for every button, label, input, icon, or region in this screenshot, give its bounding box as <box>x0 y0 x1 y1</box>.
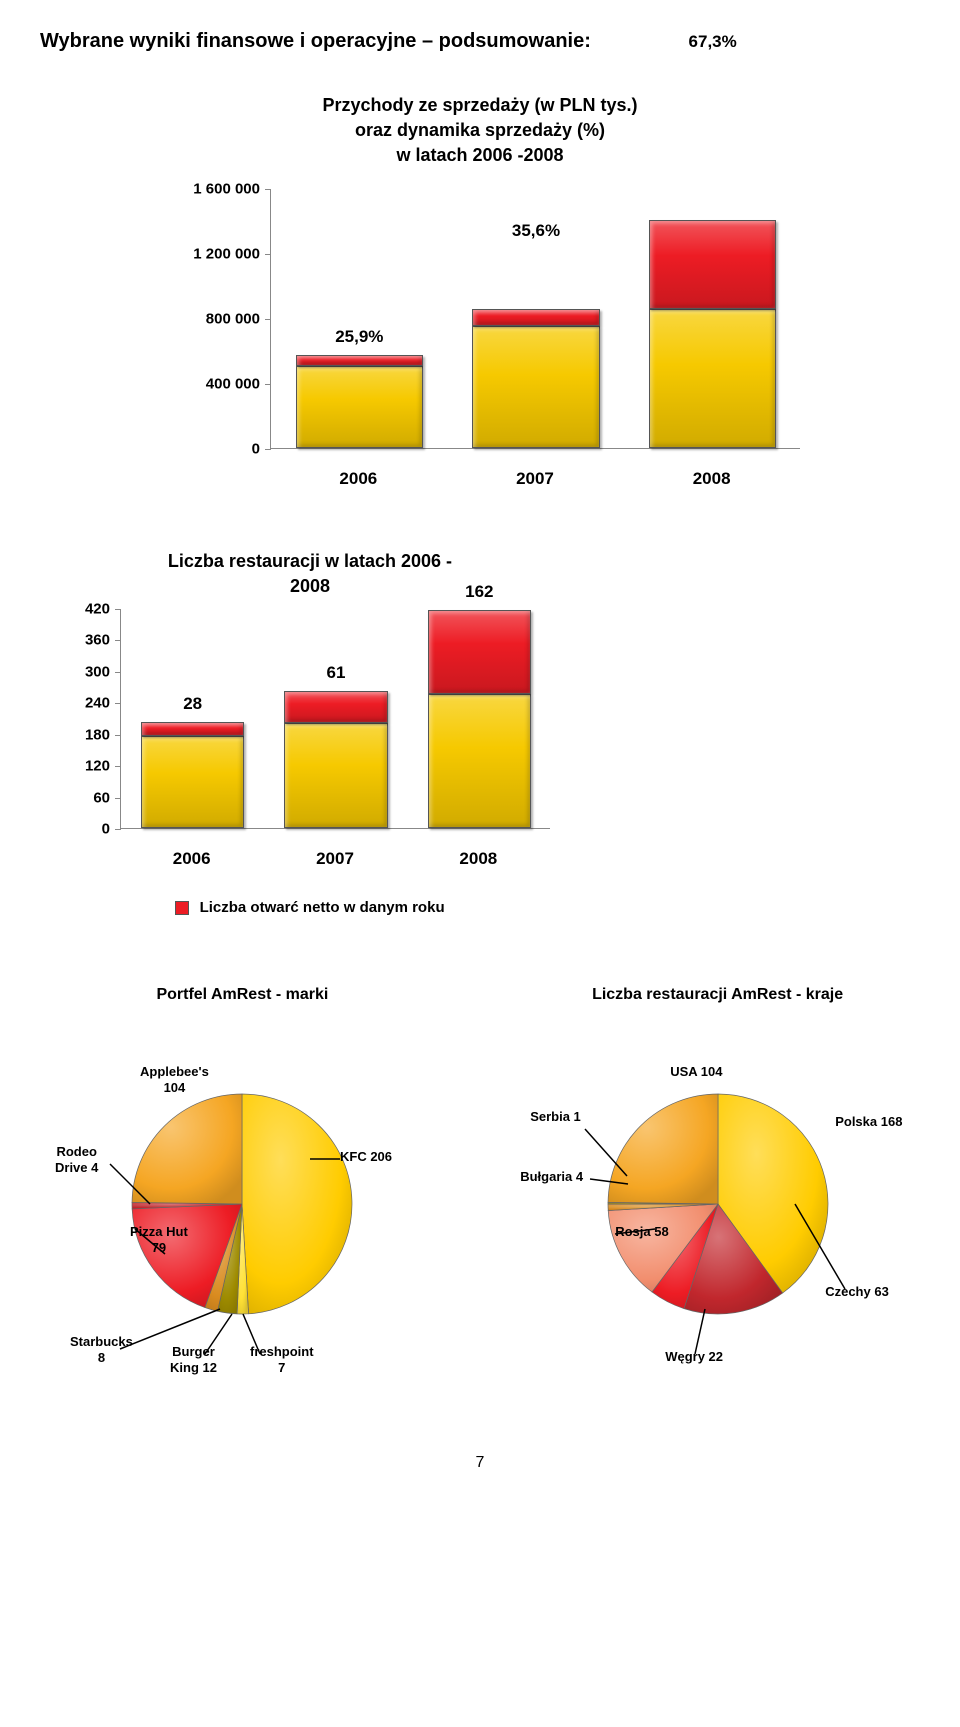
bar-segment-yellow <box>141 736 244 828</box>
pie-chart <box>518 1054 918 1354</box>
bar-segment-yellow <box>472 326 599 448</box>
x-tick-label: 2007 <box>447 469 624 489</box>
pie-slice-label: Polska 168 <box>835 1114 902 1130</box>
pie2-title: Liczba restauracji AmRest - kraje <box>515 986 920 1004</box>
chart1-plot: 0400 000800 0001 200 0001 600 00025,9%35… <box>150 189 810 469</box>
y-tick-label: 60 <box>93 789 110 806</box>
bar-segment-yellow <box>649 309 776 447</box>
pie1-title: Portfel AmRest - marki <box>40 986 445 1004</box>
bar-segment-yellow <box>428 694 531 828</box>
pie-slice-label: freshpoint7 <box>250 1344 314 1375</box>
y-tick-label: 0 <box>252 440 260 457</box>
pie-slice-label: RodeoDrive 4 <box>55 1144 98 1175</box>
pie-slice <box>242 1094 352 1314</box>
bar-segment-red <box>472 309 599 325</box>
y-tick-label: 420 <box>85 600 110 617</box>
y-tick-label: 0 <box>102 820 110 837</box>
bar-value-label: 162 <box>465 582 493 602</box>
y-tick-label: 240 <box>85 695 110 712</box>
bar-segment-yellow <box>284 723 387 828</box>
bar-segment-red <box>296 355 423 366</box>
y-tick-label: 1 600 000 <box>193 180 260 197</box>
bar-value-label: 67,3% <box>689 32 737 52</box>
y-tick-label: 400 000 <box>206 375 260 392</box>
y-tick-label: 360 <box>85 632 110 649</box>
chart1-x-labels: 200620072008 <box>270 469 800 489</box>
page-title: Wybrane wyniki finansowe i operacyjne – … <box>40 30 920 53</box>
x-tick-label: 2008 <box>407 849 550 869</box>
pie-slice-label: Applebee's104 <box>140 1064 209 1095</box>
pie-slice-label: Starbucks8 <box>70 1334 133 1365</box>
bar-value-label: 28 <box>183 694 202 714</box>
chart2-plot: 0601201802403003604202861162 <box>60 609 560 849</box>
pie-slice-label: Pizza Hut79 <box>130 1224 188 1255</box>
y-tick-label: 180 <box>85 726 110 743</box>
y-tick-label: 1 200 000 <box>193 245 260 262</box>
bar-segment-red <box>428 610 531 695</box>
bar-segment-red <box>284 691 387 723</box>
pie1-wrap: KFC 206 freshpoint7 BurgerKing 12 Starbucks… <box>40 1054 445 1394</box>
pie-slice-label: Serbia 1 <box>530 1109 581 1125</box>
pie-slice-label: Rosja 58 <box>615 1224 668 1240</box>
x-tick-label: 2007 <box>263 849 406 869</box>
y-tick-label: 120 <box>85 758 110 775</box>
pie-slice-label: BurgerKing 12 <box>170 1344 217 1375</box>
bar-segment-red <box>141 722 244 737</box>
pie2-wrap: Polska 168 Czechy 63 Węgry 22 Rosja 58 Bułga… <box>515 1054 920 1394</box>
chart2-container: Liczba restauracji w latach 2006 - 2008 … <box>60 549 560 916</box>
pie-slice-label: Czechy 63 <box>825 1284 889 1300</box>
chart1-container: Przychody ze sprzedaży (w PLN tys.) oraz… <box>150 93 810 489</box>
pie-row: Portfel AmRest - marki KFC 206 freshpoint… <box>40 986 920 1394</box>
y-tick-label: 800 000 <box>206 310 260 327</box>
pie1-block: Portfel AmRest - marki KFC 206 freshpoint… <box>40 986 445 1394</box>
pie-chart <box>42 1054 442 1354</box>
y-tick-label: 300 <box>85 663 110 680</box>
bar-value-label: 25,9% <box>335 327 383 347</box>
chart1-title-l1: Przychody ze sprzedaży (w PLN tys.) <box>322 95 637 115</box>
chart2-title-l2: 2008 <box>290 576 330 596</box>
pie-slice <box>132 1094 242 1204</box>
chart2-x-labels: 200620072008 <box>120 849 550 869</box>
x-tick-label: 2006 <box>120 849 263 869</box>
bar-value-label: 61 <box>327 663 346 683</box>
chart2-title-l1: Liczba restauracji w latach 2006 - <box>168 551 452 571</box>
bar-value-label: 35,6% <box>512 221 560 241</box>
pie-slice-label: Bułgaria 4 <box>520 1169 583 1185</box>
bar-segment-yellow <box>296 366 423 447</box>
pie-slice-label: USA 104 <box>670 1064 722 1080</box>
pie-slice <box>608 1094 718 1204</box>
pie-slice-label: Węgry 22 <box>665 1349 723 1365</box>
chart2-legend: Liczba otwarć netto w danym roku <box>60 899 560 916</box>
pie-slice-label: KFC 206 <box>340 1149 392 1165</box>
x-tick-label: 2008 <box>623 469 800 489</box>
legend-swatch <box>175 901 189 915</box>
pie2-block: Liczba restauracji AmRest - kraje Polska… <box>515 986 920 1394</box>
chart1-title-l3: w latach 2006 -2008 <box>396 145 563 165</box>
chart1-title-l2: oraz dynamika sprzedaży (%) <box>355 120 605 140</box>
bar-segment-red <box>649 220 776 309</box>
chart1-title: Przychody ze sprzedaży (w PLN tys.) oraz… <box>150 93 810 169</box>
x-tick-label: 2006 <box>270 469 447 489</box>
chart2-legend-label: Liczba otwarć netto w danym roku <box>200 899 445 916</box>
page-number: 7 <box>40 1454 920 1472</box>
